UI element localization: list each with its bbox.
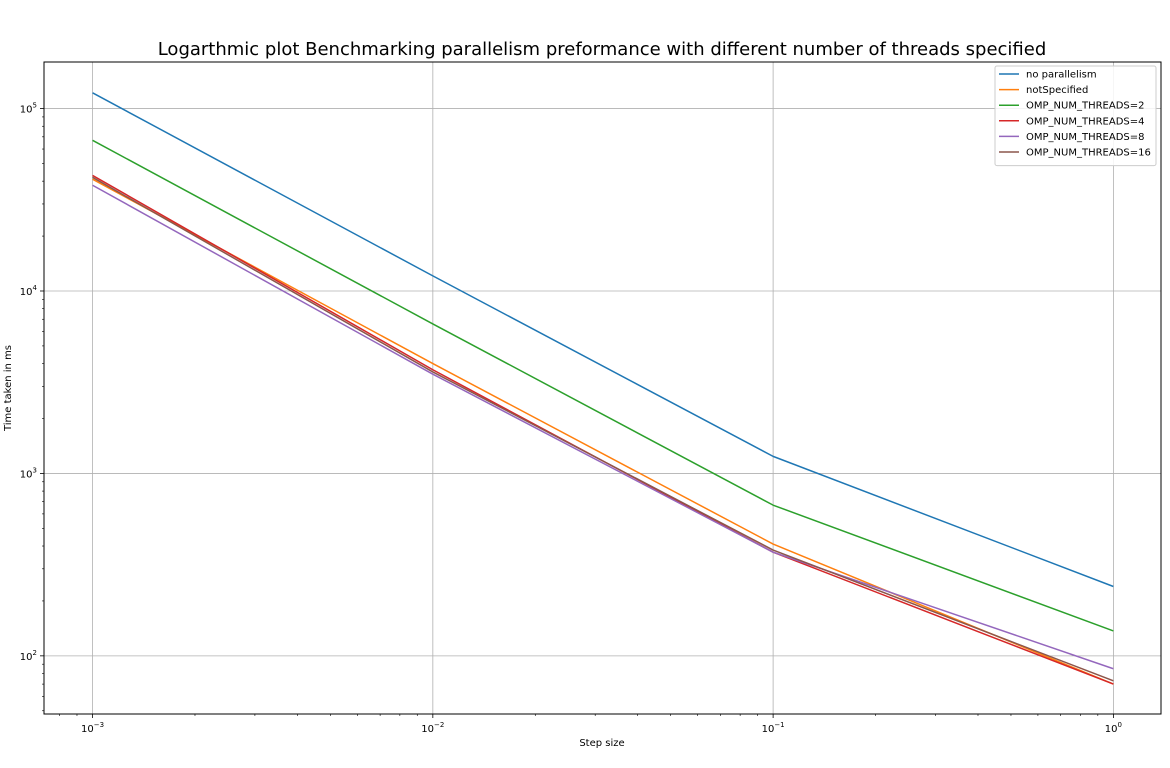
y-tick-label-base: 10 [20,652,33,663]
y-tick-label-exponent: 3 [33,466,37,474]
y-tick-label-exponent: 4 [33,284,38,292]
series-line-5 [92,176,1114,682]
x-tick-label-exponent: −3 [94,721,104,729]
x-tick-label: 10−2 [421,721,444,735]
y-axis-label: Time taken in ms [3,345,14,432]
y-tick-label: 103 [20,466,37,480]
x-tick-label-exponent: −1 [774,721,784,729]
x-tick-label-base: 10 [1105,724,1118,735]
grid [44,62,1161,714]
y-tick-label: 102 [20,649,37,663]
series-line-1 [92,178,1114,685]
legend-label: OMP_NUM_THREADS=8 [1026,132,1144,143]
x-tick-label-exponent: 0 [1118,721,1122,729]
y-tick-label-exponent: 5 [33,102,37,110]
legend-label: no parallelism [1026,70,1097,81]
plot-frame [43,61,1162,715]
x-axis-label: Step size [579,738,624,749]
legend-label: OMP_NUM_THREADS=2 [1026,101,1144,112]
x-tick-label-base: 10 [762,724,775,735]
legend-label: OMP_NUM_THREADS=4 [1026,116,1144,127]
legend-box [994,65,1157,167]
x-tick-label-base: 10 [421,724,434,735]
series-lines [92,92,1114,685]
series-line-2 [92,139,1114,632]
legend-label: notSpecified [1026,85,1088,96]
series-line-0 [92,92,1114,588]
legend: no parallelism notSpecified OMP_NUM_THREAD… [994,65,1157,167]
y-tick-label: 105 [20,102,37,116]
x-tick-label: 10−1 [762,721,785,735]
y-tick-label-base: 10 [20,287,33,298]
x-tick-label-base: 10 [81,724,94,735]
x-tick-label-exponent: −2 [434,721,444,729]
y-tick-label: 104 [20,284,38,298]
x-tick-label: 10−3 [81,721,104,735]
y-tick-label-exponent: 2 [33,649,37,657]
x-tick-label: 100 [1105,721,1122,735]
chart-title: Logarthmic plot Benchmarking parallelism… [158,39,1047,60]
legend-label: OMP_NUM_THREADS=16 [1026,148,1151,159]
series-line-4 [92,184,1114,670]
y-tick-label-base: 10 [20,469,33,480]
y-tick-label-base: 10 [20,105,33,116]
